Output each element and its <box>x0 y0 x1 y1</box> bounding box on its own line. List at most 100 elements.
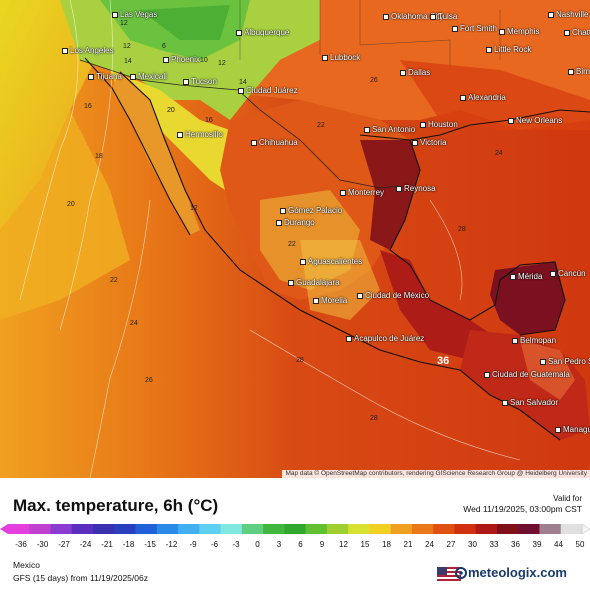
colorbar-tick-label: -27 <box>58 540 70 549</box>
city-label: San Salvador <box>502 398 558 407</box>
colorbar-tick-label: -12 <box>165 540 178 549</box>
isotherm-value: 12 <box>120 20 128 27</box>
city-label: Hermosillo <box>177 130 223 139</box>
city-label: Ciudad de Guatemala <box>484 370 570 379</box>
colorbar-tick-label: 27 <box>446 540 456 549</box>
isotherm-value: 12 <box>123 43 131 50</box>
city-label: Monterrey <box>340 188 384 197</box>
colorbar-tick-label: 6 <box>298 540 303 549</box>
city-label: Tijuana <box>88 72 122 81</box>
colorbar-tick-label: -18 <box>122 540 135 549</box>
colorbar-tick-label: 18 <box>382 540 391 549</box>
city-label: New Orleans <box>508 116 562 125</box>
city-label: Acapulco de Juárez <box>346 334 424 343</box>
colorbar-swatch <box>156 524 179 534</box>
isotherm-value: 26 <box>370 77 378 84</box>
colorbar-swatch <box>454 524 477 534</box>
city-label: Guadalajara <box>288 278 340 287</box>
city-label: Mexicali <box>130 72 167 81</box>
isotherm-value: 12 <box>190 205 198 212</box>
isotherm-value: 16 <box>84 103 92 110</box>
city-label: Oklahoma City <box>383 12 443 21</box>
colorbar-tick-label: 0 <box>255 540 260 549</box>
isotherm-value: 18 <box>95 153 103 160</box>
city-label: Ciudad de México <box>357 291 429 300</box>
colorbar-swatch <box>241 524 264 534</box>
city-label: Ciudad Juárez <box>238 86 298 95</box>
isotherm-value: 28 <box>458 226 466 233</box>
isotherm-value: 22 <box>110 277 118 284</box>
us-flag-icon[interactable] <box>437 567 461 581</box>
city-label: Houston <box>420 120 458 129</box>
city-label: Los Angeles <box>62 46 114 55</box>
colorbar-tick-label: 33 <box>489 540 499 549</box>
city-label: Reynosa <box>396 184 436 193</box>
colorbar-swatch <box>93 524 115 534</box>
colorbar-tick-label: -21 <box>101 540 113 549</box>
map-title: Max. temperature, 6h (°C) <box>13 496 219 515</box>
colorbar-tick-label: 50 <box>575 540 585 549</box>
colorbar-swatch <box>199 524 222 534</box>
colorbar-tick-label: 15 <box>360 540 370 549</box>
colorbar-tick-label: 44 <box>554 540 563 549</box>
colorbar-tick-label: 3 <box>276 540 282 549</box>
gulf-coast-hot <box>360 140 420 250</box>
city-label: Las Vegas <box>112 10 157 19</box>
isotherm-value: 16 <box>205 117 213 124</box>
colorbar-ticks: -36 -30 -27 -24 -21 -18 -15 -12 -9 -6 -3 0 3 6 9 12 15 18… <box>0 540 590 552</box>
colorbar-swatch <box>135 524 158 534</box>
colorbar-swatch <box>305 524 328 534</box>
city-label: Nashville <box>548 10 588 19</box>
city-label: Tulsa <box>430 12 457 21</box>
isotherm-value: 14 <box>124 58 132 65</box>
city-label: Gómez Palacio <box>280 206 342 215</box>
colorbar-swatch <box>348 524 370 534</box>
colorbar-swatch <box>263 524 285 534</box>
city-label: Tucson <box>183 77 217 86</box>
city-label: Chihuahua <box>251 138 298 147</box>
colorbar-swatch <box>369 524 392 534</box>
valid-time: Wed 11/19/2025, 03:00pm CST <box>463 504 582 514</box>
city-label: Durango <box>276 218 315 227</box>
brand-link[interactable]: meteologix.com <box>468 565 567 580</box>
colorbar-swatch <box>411 524 434 534</box>
isotherm-value: 28 <box>370 415 378 422</box>
city-label: San Pedro Sula <box>540 357 590 366</box>
colorbar-min-arrow <box>0 524 8 534</box>
isotherm-value: 24 <box>495 150 503 157</box>
valid-for-label: Valid for <box>553 494 582 503</box>
isotherm-value: 20 <box>167 107 175 114</box>
colorbar-tick-label: -9 <box>189 540 197 549</box>
colorbar-swatch <box>475 524 498 534</box>
city-label: Mérida <box>510 272 542 281</box>
colorbar-swatch <box>178 524 200 534</box>
colorbar-tick-label: 30 <box>468 540 477 549</box>
colorbar-swatch <box>496 524 519 534</box>
colorbar-swatch <box>71 524 94 534</box>
colorbar-swatch <box>433 524 455 534</box>
colorbar-tick-label: 9 <box>319 540 325 549</box>
temperature-map[interactable] <box>0 0 590 478</box>
colorbar-max-arrow <box>581 523 590 535</box>
city-label: Belmopan <box>512 336 556 345</box>
city-label: Phoenix <box>163 55 200 64</box>
isotherm-value: 6 <box>162 43 166 50</box>
map-attribution[interactable]: Map data © OpenStreetMap contributors, r… <box>282 470 590 478</box>
colorbar-swatch <box>8 524 30 534</box>
colorbar-tick-label: 39 <box>532 540 542 549</box>
temperature-colorbar <box>0 523 590 535</box>
colorbar-tick-label: -36 <box>15 540 27 549</box>
isotherm-value: 10 <box>200 57 208 64</box>
model-run-label: GFS (15 days) from 11/19/2025/06z <box>13 573 148 583</box>
colorbar-tick-label: -15 <box>144 540 156 549</box>
colorbar-swatch <box>518 524 540 534</box>
isotherm-value: 36 <box>437 355 450 367</box>
colorbar-swatch <box>284 524 307 534</box>
colorbar-tick-label: 12 <box>339 540 348 549</box>
city-label: Fort Smith <box>452 24 497 33</box>
city-label: Alexandria <box>460 93 506 102</box>
city-label: Dallas <box>400 68 430 77</box>
isotherm-value: 26 <box>145 377 153 384</box>
isotherm-value: 22 <box>317 122 325 129</box>
city-label: Little Rock <box>486 45 531 54</box>
